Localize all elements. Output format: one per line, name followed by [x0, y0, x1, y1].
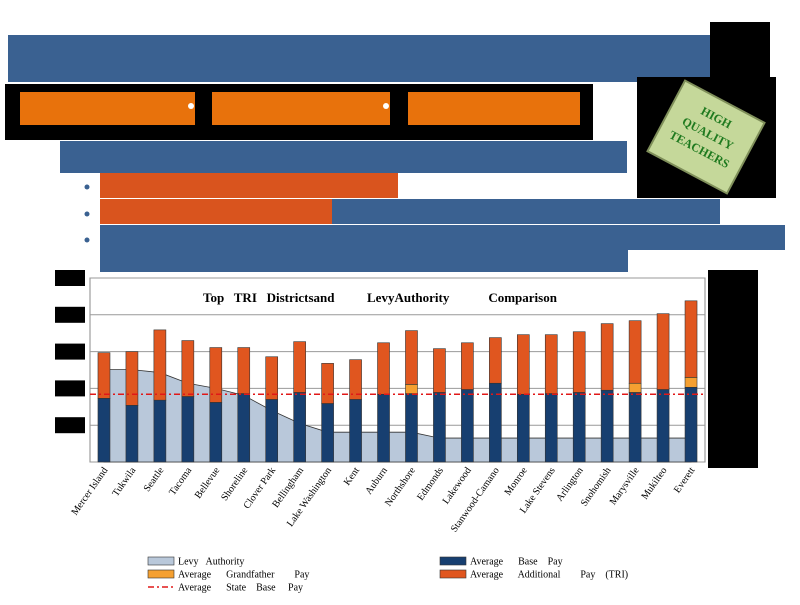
bar-segment [349, 359, 362, 400]
bar-segment [433, 392, 446, 463]
x-tick-label: Bellevue [193, 465, 223, 501]
x-tick-label: Tacoma [167, 465, 194, 498]
bar-segment [489, 382, 502, 463]
legend-key [439, 569, 467, 579]
bullet [84, 237, 90, 243]
bar-segment [237, 347, 251, 394]
legend-label: Average Base Pay [470, 557, 563, 568]
bar-segment [265, 399, 279, 463]
badge-bg [646, 79, 766, 195]
legend-label: Average State Base Pay [178, 583, 303, 594]
legend-label: Average Grandfather Pay [178, 570, 309, 581]
bar-segment [405, 393, 418, 463]
bar-segment [377, 393, 390, 463]
x-tick-label: Kent [342, 465, 362, 487]
x-tick-label: Mukilteo [639, 465, 669, 501]
redacted-axis [708, 270, 758, 468]
bar-segment [572, 331, 586, 393]
bar-segment [656, 389, 670, 463]
bar-segment [181, 340, 195, 397]
legend-label: Levy Authority [178, 557, 244, 568]
chart-title: Top TRI Districtsand LevyAuthority Compa… [203, 290, 558, 305]
bar-segment [600, 389, 614, 463]
bullet-bar [332, 199, 720, 224]
bullet-bar [100, 225, 785, 250]
x-tick-label: Edmonds [415, 465, 446, 502]
bar-segment [516, 393, 530, 463]
step-box [212, 92, 390, 125]
bar-segment [600, 323, 614, 391]
bar-segment [405, 384, 418, 394]
heading-bar [60, 141, 627, 173]
x-tick-label: Mercer Island [69, 465, 110, 517]
bar-segment [433, 348, 446, 393]
bar-segment [461, 342, 474, 390]
bar-segment [181, 396, 195, 463]
bar-segment [293, 341, 306, 393]
redacted-tick-label [55, 417, 85, 434]
bar-segment [97, 398, 111, 463]
bar-segment [321, 363, 334, 404]
bullet-bar [100, 173, 398, 198]
bar-segment [321, 403, 334, 463]
legend-key [439, 556, 467, 566]
bullet-bar [100, 250, 628, 272]
legend-key [147, 556, 175, 566]
dot [188, 103, 194, 109]
bar-segment [516, 334, 530, 395]
x-tick-label: Auburn [363, 465, 390, 496]
redacted-tick-label [55, 270, 85, 286]
bar-segment [349, 399, 362, 463]
redacted [710, 22, 770, 82]
bullet [84, 184, 90, 190]
step-box [20, 92, 195, 125]
bar-segment [461, 389, 474, 463]
bar-segment [153, 329, 167, 401]
x-tick-label: Seattle [142, 465, 167, 494]
bar-segment [684, 300, 698, 378]
dot [383, 103, 389, 109]
bullet [84, 211, 90, 217]
bar-segment [572, 392, 586, 463]
bar-segment [544, 334, 558, 394]
step-box [408, 92, 580, 125]
bar-segment [153, 399, 167, 463]
bar-segment [489, 337, 502, 384]
plot: Mercer Island Tukwila Seattle TacomaBellevu… [55, 270, 705, 594]
bar-segment [209, 347, 223, 403]
bar-segment [405, 330, 418, 385]
bar-segment [209, 402, 223, 463]
bar-segment [628, 382, 642, 393]
bar-segment [293, 392, 306, 463]
legend-key [147, 569, 175, 579]
x-tick-label: Tukwila [110, 465, 138, 499]
x-tick-label: Monroe [503, 465, 530, 498]
redacted-tick-label [55, 343, 85, 360]
bullet-bar [100, 199, 332, 224]
bar-segment [544, 393, 558, 463]
bar-segment [377, 342, 390, 395]
bar-segment [125, 351, 139, 406]
x-tick-label: Everett [672, 465, 698, 495]
bar-segment [656, 313, 670, 390]
bar-segment [684, 386, 698, 463]
banner [8, 35, 752, 82]
legend-label: Average Additional Pay (TRI) [470, 570, 628, 581]
bar-segment [628, 392, 642, 463]
bar-segment [125, 405, 139, 463]
bar-segment [684, 377, 698, 388]
redacted-tick-label [55, 380, 85, 397]
badge: HIGH QUALITY TEACHERS [646, 79, 766, 195]
redacted-tick-label [55, 306, 85, 323]
bar-segment [97, 352, 111, 399]
bar-segment [628, 320, 642, 384]
bar-segment [265, 356, 279, 400]
bar-segment [237, 393, 251, 463]
